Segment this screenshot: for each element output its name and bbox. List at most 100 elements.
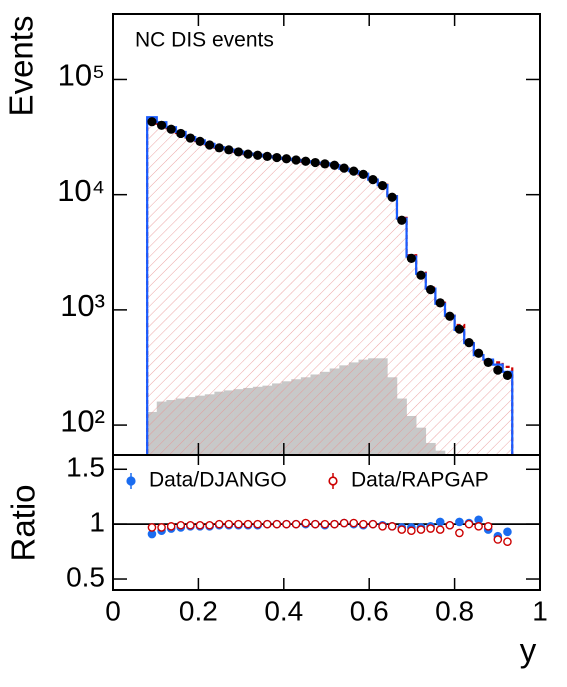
x-tick-label: 0 — [105, 595, 121, 626]
data-point — [425, 284, 436, 295]
ratio-point — [474, 522, 483, 531]
data-point — [464, 337, 474, 348]
mc-bar — [300, 161, 311, 455]
data-point — [329, 160, 340, 170]
data-point — [474, 348, 484, 358]
ratio-point — [387, 522, 397, 531]
data-point — [224, 145, 234, 155]
x-tick-label: 0.6 — [350, 595, 389, 626]
data-point — [253, 150, 263, 160]
mc-bar — [156, 123, 167, 455]
x-tick-label: 0.4 — [264, 595, 303, 626]
mc-bar — [502, 366, 513, 455]
ratio-point — [166, 522, 176, 531]
data-point — [435, 298, 445, 308]
x-tick-label: 1 — [532, 595, 548, 626]
y-axis-label: Events — [3, 16, 40, 117]
mc-bar — [464, 342, 475, 455]
mc-bar — [425, 287, 436, 455]
data-point — [416, 270, 426, 280]
mc-bar — [224, 149, 234, 455]
ratio-point — [368, 519, 378, 529]
ratio-point — [234, 519, 243, 529]
data-point — [358, 169, 368, 179]
ratio-point — [397, 525, 407, 534]
ratio-point — [253, 519, 262, 529]
data-point — [147, 117, 157, 127]
ratio-point — [416, 525, 426, 534]
data-point — [377, 180, 388, 191]
x-axis-label: y — [520, 632, 537, 669]
y-tick-label: 1 — [89, 507, 105, 538]
django-histogram — [146, 116, 514, 455]
data-point — [281, 154, 292, 164]
ratio-point — [339, 518, 349, 528]
ratio-point — [272, 519, 282, 529]
data-point — [310, 157, 320, 168]
mc-bar — [195, 140, 206, 455]
ratio-point — [186, 520, 195, 530]
ratio-point — [455, 528, 464, 538]
ratio-point — [445, 520, 455, 530]
data-point — [156, 120, 167, 130]
mc-bar — [281, 158, 292, 455]
ratio-point — [310, 519, 320, 529]
y-axis-label: Ratio — [5, 484, 42, 561]
data-point — [185, 133, 195, 143]
legend-marker — [126, 476, 136, 486]
y-tick-label: 0.5 — [66, 561, 105, 592]
ratio-point — [205, 520, 214, 530]
data-point — [301, 156, 311, 166]
mc-bar — [233, 151, 244, 455]
mc-bar — [262, 156, 273, 455]
ratio-point — [464, 519, 474, 529]
data-point — [320, 159, 330, 169]
lower-frame — [112, 454, 541, 591]
mc-bar — [396, 217, 407, 455]
mc-bar — [175, 132, 186, 455]
mc-bar — [243, 154, 254, 455]
data-point — [195, 136, 205, 146]
legend-label: Data/DJANGO — [149, 469, 287, 492]
data-point — [166, 124, 176, 134]
annotation: NC DIS events — [135, 29, 274, 52]
data-point — [493, 365, 503, 375]
mc-bar — [185, 137, 196, 455]
ratio-point — [224, 519, 234, 529]
mc-bar — [454, 324, 465, 455]
ratio-point — [214, 519, 224, 529]
mc-bar — [435, 300, 446, 455]
mc-bar — [348, 171, 359, 455]
ratio-point — [195, 520, 205, 530]
ratio-point — [301, 518, 310, 528]
data-point — [339, 163, 349, 173]
ratio-point — [282, 519, 291, 529]
mc-bar — [493, 362, 503, 455]
mc-bar — [272, 157, 282, 455]
y-tick-label: 10³ — [60, 288, 105, 323]
mc-bar — [444, 315, 455, 455]
ratio-point — [330, 519, 339, 529]
ratio-point — [378, 522, 387, 531]
mc-bar — [358, 174, 369, 455]
mc-bar — [147, 120, 158, 455]
ratio-point — [493, 535, 503, 544]
mc-bar — [416, 272, 427, 455]
data-point — [291, 155, 301, 165]
data-point — [176, 128, 186, 139]
ratio-point — [349, 518, 359, 528]
data-point — [502, 370, 513, 380]
data-point — [272, 152, 282, 163]
mc-bar — [204, 144, 215, 455]
data-point — [445, 311, 455, 321]
mc-bar — [320, 163, 331, 455]
mc-bar — [473, 352, 484, 455]
mc-bar — [368, 179, 379, 455]
data-point — [349, 166, 359, 176]
ratio-point — [426, 524, 435, 533]
mc-bar — [377, 184, 388, 455]
mc-bar — [252, 155, 263, 455]
mc-bar — [310, 162, 321, 455]
data-point — [406, 253, 416, 263]
